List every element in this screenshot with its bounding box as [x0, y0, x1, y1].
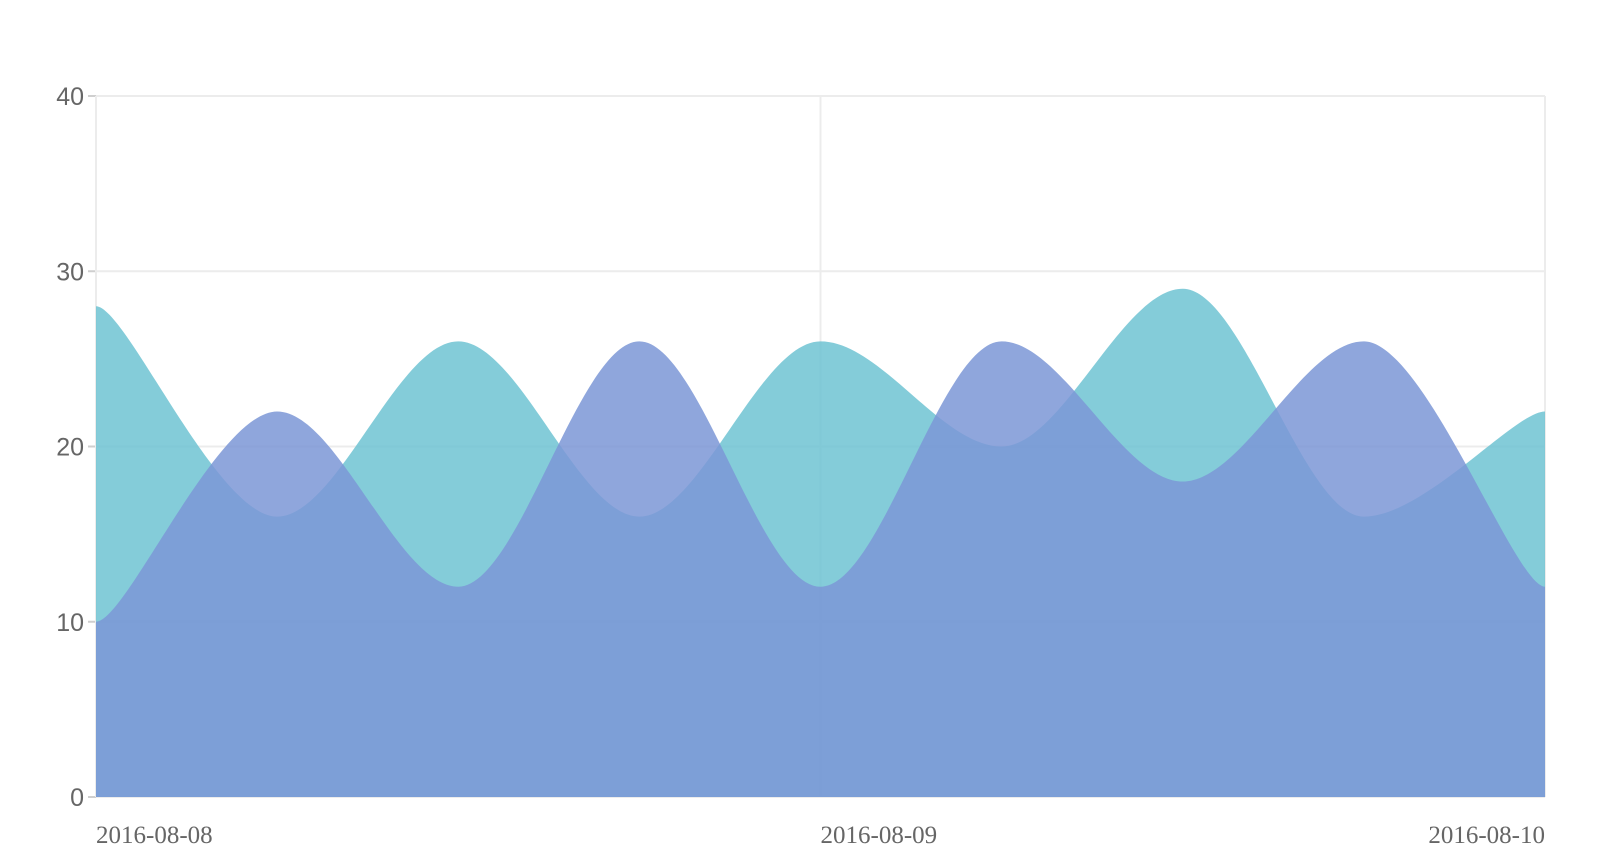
y-tick-label: 0: [70, 784, 84, 812]
y-tick-label: 30: [56, 258, 84, 286]
area-series: [96, 288, 1545, 797]
y-axis: 0 10 20 30 40: [56, 83, 84, 812]
x-tick-label: 2016-08-10: [1428, 822, 1545, 849]
y-tick-label: 40: [56, 83, 84, 111]
x-tick-label: 2016-08-08: [96, 822, 213, 849]
y-tick-label: 20: [56, 434, 84, 462]
x-axis: 2016-08-08 2016-08-09 2016-08-10: [96, 822, 1545, 849]
x-tick-label: 2016-08-09: [821, 822, 938, 849]
area-series-2: [96, 341, 1545, 797]
y-tick-label: 10: [56, 609, 84, 637]
